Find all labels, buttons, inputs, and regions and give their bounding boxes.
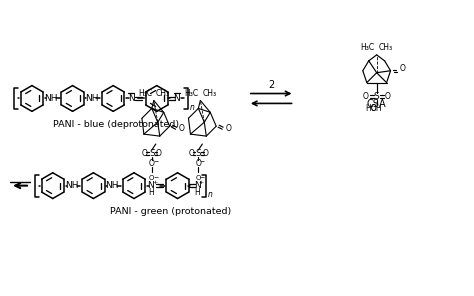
- Text: O: O: [384, 92, 391, 101]
- Text: −: −: [200, 158, 205, 163]
- Text: −: −: [153, 158, 158, 163]
- Text: PANI - green (protonated): PANI - green (protonated): [110, 207, 231, 216]
- Text: N: N: [194, 181, 201, 190]
- Text: n: n: [208, 190, 213, 199]
- Text: NH: NH: [65, 181, 78, 190]
- Text: +: +: [199, 180, 204, 185]
- Text: CH₃: CH₃: [202, 89, 216, 98]
- Text: H: H: [148, 188, 154, 197]
- Text: NH: NH: [85, 94, 98, 103]
- Text: CSA: CSA: [367, 99, 386, 110]
- Text: O: O: [202, 149, 208, 158]
- Text: N: N: [147, 181, 154, 190]
- Text: CH₃: CH₃: [155, 89, 170, 98]
- Text: CH₃: CH₃: [379, 44, 392, 52]
- Text: n: n: [190, 103, 195, 112]
- Text: N: N: [128, 94, 135, 103]
- Text: O: O: [196, 175, 201, 181]
- Text: O: O: [142, 149, 148, 158]
- Text: H: H: [194, 188, 200, 197]
- Text: H₃C: H₃C: [138, 89, 152, 98]
- Text: 2: 2: [268, 80, 274, 90]
- Text: O: O: [363, 92, 369, 101]
- Text: O: O: [189, 149, 194, 158]
- Text: NH: NH: [44, 94, 57, 103]
- Text: HO: HO: [365, 104, 376, 113]
- Text: S: S: [149, 149, 155, 158]
- Text: H₃C: H₃C: [361, 44, 375, 52]
- Text: N: N: [173, 94, 180, 103]
- Text: −: −: [200, 174, 205, 179]
- Text: NH: NH: [105, 181, 119, 190]
- Text: PANI - blue (deprotonated): PANI - blue (deprotonated): [53, 120, 179, 129]
- Text: +: +: [152, 180, 157, 185]
- Text: −: −: [153, 174, 158, 179]
- Text: O: O: [179, 124, 184, 133]
- Text: O: O: [149, 175, 155, 181]
- Text: O: O: [149, 159, 155, 168]
- Text: O: O: [400, 64, 405, 73]
- Text: O: O: [195, 159, 201, 168]
- Text: O: O: [225, 124, 231, 133]
- Text: S: S: [374, 92, 380, 101]
- Text: OH: OH: [371, 104, 383, 113]
- Text: S: S: [195, 149, 201, 158]
- Text: H₃C: H₃C: [184, 89, 199, 98]
- Text: O: O: [156, 149, 162, 158]
